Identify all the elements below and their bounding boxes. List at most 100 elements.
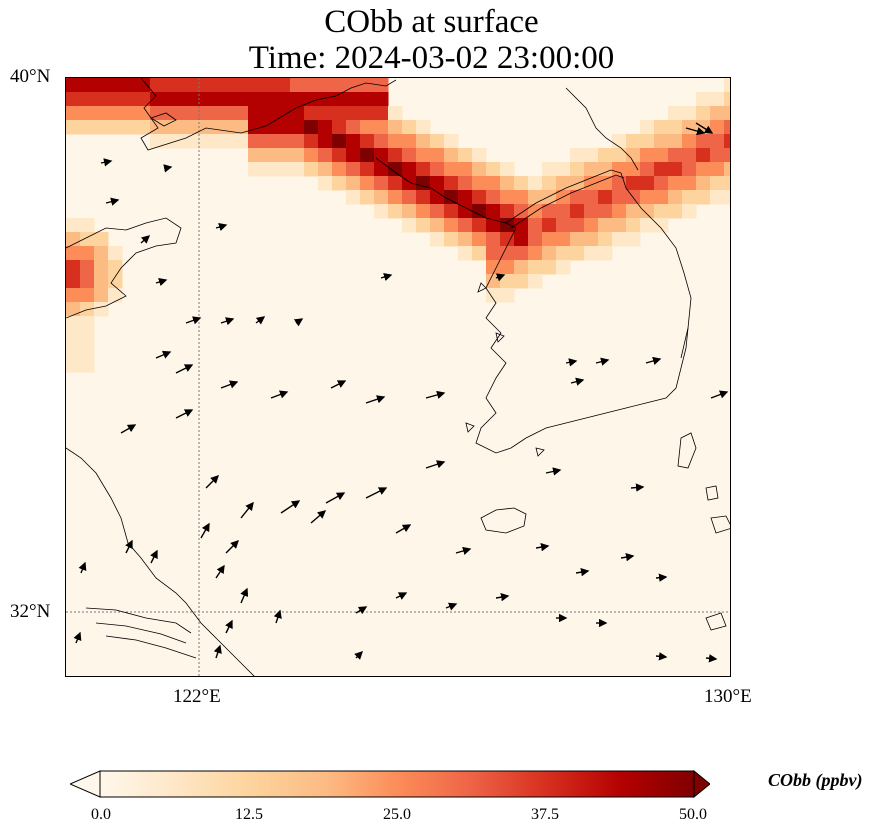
field-cell [430,176,445,191]
colorbar-tick-3: 37.5 [531,806,559,823]
field-cell [276,134,291,149]
field-cell [528,274,543,289]
field-cell [612,134,627,149]
field-cell [486,162,501,177]
field-cell [290,134,305,149]
wind-arrow [185,316,202,325]
field-cell [220,134,235,149]
field-cell [500,232,515,247]
field-cell [458,246,473,261]
field-cell [248,120,263,135]
field-cell [332,106,347,121]
wind-arrow [175,409,194,419]
field-cell [80,246,95,261]
wind-arrow [150,549,158,564]
field-cell [108,106,123,121]
colorbar-label: CObb (ppbv) [768,770,863,790]
field-cell [458,190,473,205]
field-cell [556,260,571,275]
field-cell [80,288,95,303]
field-cell [402,120,417,135]
field-cell [444,204,459,219]
wind-arrow [395,524,412,534]
wind-arrow [140,235,151,244]
field-cell [66,288,81,303]
field-cell [500,190,515,205]
wind-arrow [425,460,446,469]
wind-arrow [225,540,239,554]
lat-tick-40n: 40°N [10,66,51,87]
field-cell [584,162,599,177]
field-cell [206,120,221,135]
field-cell [318,78,333,93]
field-cell [150,92,165,107]
field-cell [570,232,585,247]
wind-arrow [255,316,266,325]
field-cell [724,120,730,135]
field-cell [528,260,543,275]
field-cell [500,288,515,303]
field-cell [276,92,291,107]
field-cell [696,190,711,205]
field-cell [612,232,627,247]
field-cell [360,134,375,149]
field-cell [66,218,81,233]
field-cell [696,162,711,177]
field-cell [598,232,613,247]
field-cell [220,106,235,121]
field-cell [332,92,347,107]
field-cell [500,204,515,219]
field-cell [584,218,599,233]
field-cell [542,176,557,191]
wind-arrow [78,561,87,574]
field-cell [136,78,151,93]
field-cell [640,204,655,219]
field-cell [66,260,81,275]
field-cell [500,162,515,177]
field-cell [514,260,529,275]
field-cell [570,218,585,233]
wind-arrow [330,380,347,389]
wind-arrow [710,390,729,399]
field-cell [346,92,361,107]
field-cell [332,134,347,149]
map-svg [66,78,730,676]
field-cell [346,176,361,191]
wind-arrow [220,317,235,326]
field-cell [472,190,487,205]
field-cell [514,218,529,233]
field-cell [346,162,361,177]
field-cell [612,218,627,233]
field-cell [332,148,347,163]
field-cell [276,148,291,163]
field-cell [150,134,165,149]
field-cell [80,344,95,359]
field-cell [66,274,81,289]
field-cell [486,260,501,275]
colorbar-tick-2: 25.0 [383,806,411,823]
field-cell [598,218,613,233]
map-panel[interactable] [65,77,731,677]
field-cell [290,162,305,177]
field-cell [430,204,445,219]
field-cell [360,176,375,191]
field-cell [416,204,431,219]
wind-arrow [163,164,173,173]
wind-arrow [310,510,327,524]
field-cell [472,204,487,219]
field-cell [514,176,529,191]
field-cell [402,218,417,233]
field-cell [640,176,655,191]
field-cell [598,246,613,261]
field-cell [570,204,585,219]
field-cell [696,176,711,191]
field-cell [290,120,305,135]
field-cell [402,148,417,163]
field-cell [94,106,109,121]
field-cell [346,120,361,135]
field-cell [360,92,375,107]
field-cell [682,148,697,163]
field-cell [220,92,235,107]
field-cell [542,204,557,219]
field-cell [542,260,557,275]
